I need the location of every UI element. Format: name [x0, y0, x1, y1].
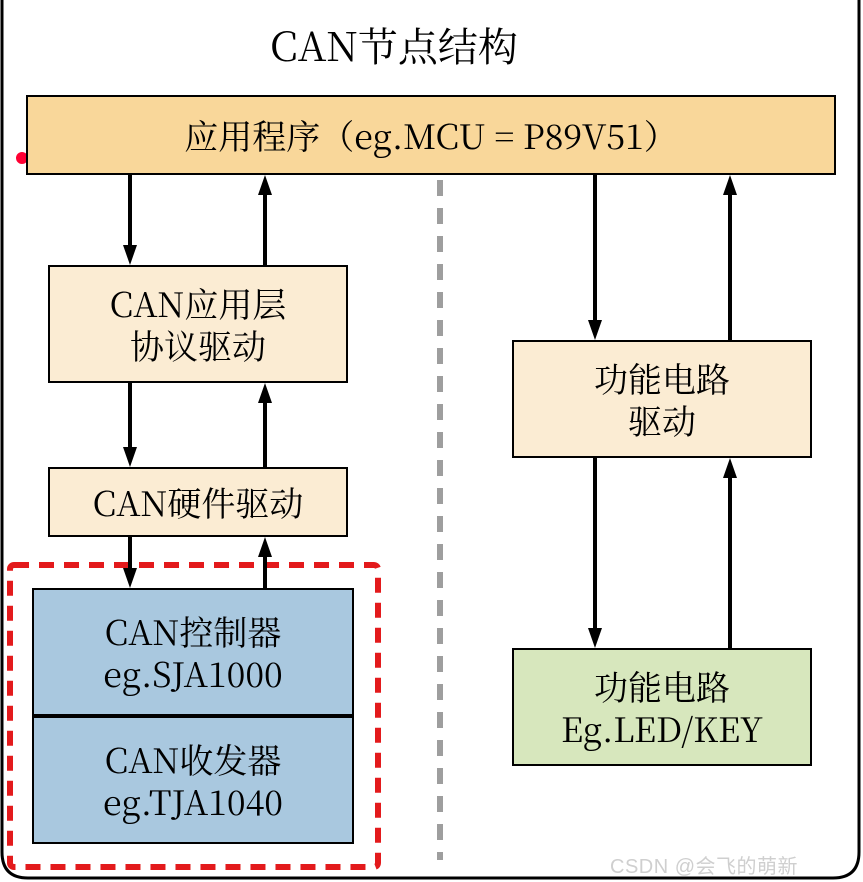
node-can-app-layer-driver: CAN应用层 协议驱动	[48, 265, 348, 383]
node-can-transceiver: CAN收发器 eg.TJA1040	[32, 716, 354, 844]
node-function-circuit: 功能电路 Eg.LED/KEY	[512, 648, 812, 766]
node-can-app-layer-line2: 协议驱动	[130, 324, 266, 367]
node-application-line1: 应用程序（eg.MCU = P89V51）	[184, 114, 678, 157]
diagram-title-text: CAN节点结构	[270, 20, 518, 70]
node-function-circuit-driver-line1: 功能电路	[594, 357, 730, 400]
node-function-circuit-driver-line2: 驱动	[628, 399, 696, 442]
node-can-controller-line1: CAN控制器	[105, 610, 282, 653]
node-can-transceiver-line2: eg.TJA1040	[103, 780, 283, 823]
node-function-circuit-line1: 功能电路	[594, 665, 730, 708]
node-can-controller-line2: eg.SJA1000	[103, 652, 283, 695]
watermark-label: CSDN @会飞的萌新	[610, 856, 798, 878]
node-can-hardware-driver-line1: CAN硬件驱动	[93, 481, 304, 524]
node-can-transceiver-line1: CAN收发器	[105, 738, 282, 781]
node-can-hardware-driver: CAN硬件驱动	[48, 467, 348, 537]
node-can-controller: CAN控制器 eg.SJA1000	[32, 588, 354, 716]
node-function-circuit-driver: 功能电路 驱动	[512, 340, 812, 458]
watermark-text: CSDN @会飞的萌新	[610, 850, 798, 879]
diagram-title: CAN节点结构	[270, 20, 518, 70]
node-function-circuit-line2: Eg.LED/KEY	[561, 707, 763, 750]
node-can-app-layer-line1: CAN应用层	[110, 282, 287, 325]
node-application: 应用程序（eg.MCU = P89V51）	[26, 95, 836, 175]
